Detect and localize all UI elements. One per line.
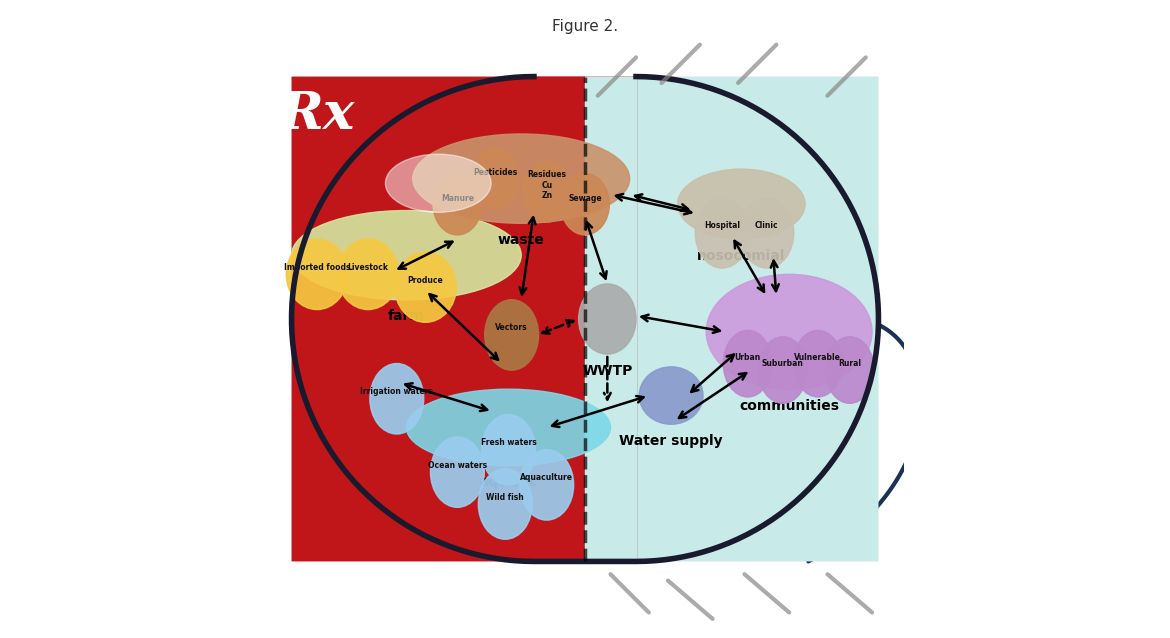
Ellipse shape: [433, 174, 482, 235]
Ellipse shape: [337, 239, 399, 309]
Ellipse shape: [741, 198, 793, 268]
Text: Vectors: Vectors: [495, 323, 528, 332]
Text: Suburban: Suburban: [762, 359, 804, 368]
Polygon shape: [534, 77, 636, 561]
Text: Wild fish: Wild fish: [487, 493, 524, 501]
Ellipse shape: [406, 389, 611, 466]
Text: Aquaculture: Aquaculture: [521, 473, 573, 482]
Text: Imported foods: Imported foods: [284, 263, 350, 272]
Polygon shape: [636, 77, 879, 561]
Ellipse shape: [519, 450, 573, 520]
Ellipse shape: [484, 300, 538, 370]
Ellipse shape: [287, 239, 347, 309]
Ellipse shape: [639, 367, 703, 424]
Ellipse shape: [793, 330, 842, 397]
Text: Vulnerable: Vulnerable: [794, 353, 841, 362]
Text: Clinic: Clinic: [755, 221, 779, 230]
Text: nosocomial: nosocomial: [697, 249, 785, 263]
Text: waste: waste: [497, 233, 544, 247]
Text: Manure: Manure: [441, 193, 474, 202]
Ellipse shape: [826, 337, 874, 403]
Text: Fresh waters: Fresh waters: [481, 438, 536, 447]
Ellipse shape: [677, 169, 805, 239]
Polygon shape: [291, 77, 534, 561]
Ellipse shape: [413, 134, 629, 223]
Ellipse shape: [291, 211, 521, 300]
Text: farm: farm: [388, 309, 425, 323]
Ellipse shape: [431, 437, 484, 507]
Text: Sewage: Sewage: [569, 193, 601, 202]
Ellipse shape: [579, 284, 636, 354]
Ellipse shape: [695, 198, 749, 268]
Ellipse shape: [385, 154, 491, 212]
Text: Irrigation waters: Irrigation waters: [360, 387, 433, 396]
Text: Ocean waters: Ocean waters: [428, 461, 487, 470]
Text: communities: communities: [739, 399, 839, 413]
Text: Urban: Urban: [735, 353, 760, 362]
Ellipse shape: [707, 274, 872, 389]
Ellipse shape: [472, 148, 519, 209]
Text: aquatic: aquatic: [480, 475, 537, 489]
FancyBboxPatch shape: [291, 77, 585, 561]
Text: Rural: Rural: [838, 359, 861, 368]
Text: Produce: Produce: [407, 276, 443, 285]
FancyBboxPatch shape: [585, 77, 879, 561]
Text: Rx: Rx: [280, 89, 355, 140]
Ellipse shape: [523, 161, 571, 222]
Text: Figure 2.: Figure 2.: [552, 19, 618, 34]
Text: Livestock: Livestock: [347, 263, 388, 272]
Ellipse shape: [723, 330, 772, 397]
Ellipse shape: [395, 252, 456, 322]
Polygon shape: [585, 77, 636, 561]
Text: Hospital: Hospital: [704, 221, 741, 230]
Ellipse shape: [758, 337, 807, 403]
Text: Pesticides: Pesticides: [474, 168, 518, 177]
Text: Residues
Cu
Zn: Residues Cu Zn: [528, 170, 566, 200]
Ellipse shape: [479, 469, 532, 539]
Text: WWTP: WWTP: [583, 364, 633, 378]
Polygon shape: [534, 77, 636, 561]
Ellipse shape: [560, 174, 610, 235]
Ellipse shape: [370, 364, 424, 434]
Text: Water supply: Water supply: [619, 434, 723, 448]
Ellipse shape: [482, 415, 535, 485]
